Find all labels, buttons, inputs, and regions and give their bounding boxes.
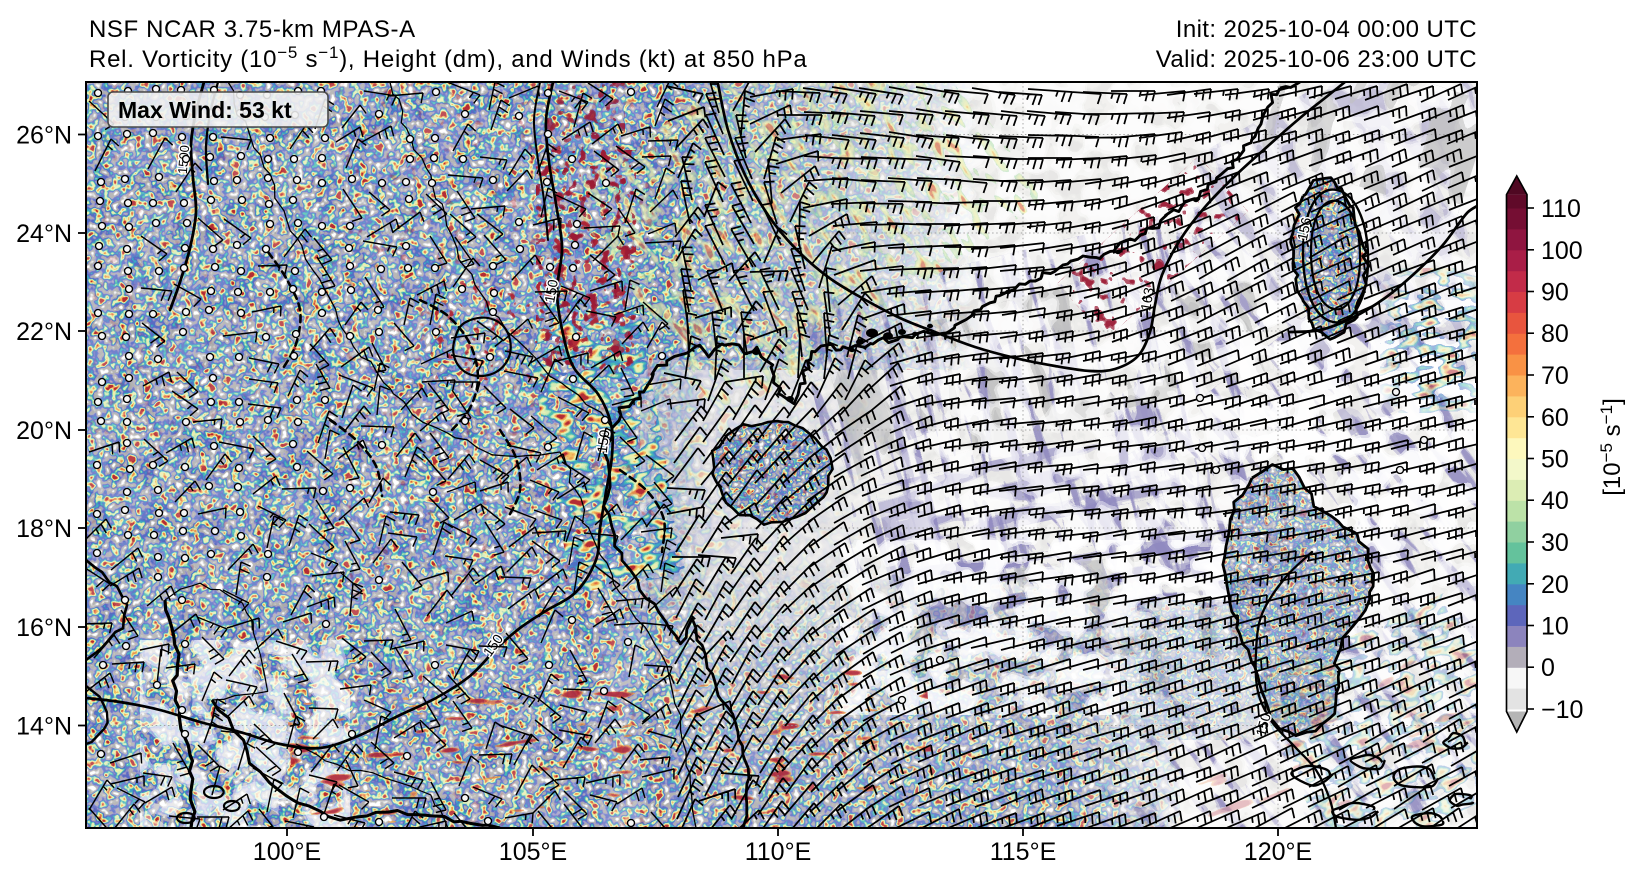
svg-text:50: 50 [1541, 446, 1569, 474]
svg-text:80: 80 [1541, 320, 1569, 348]
svg-text:16°N: 16°N [16, 614, 72, 642]
svg-text:20°N: 20°N [16, 417, 72, 445]
svg-text:120°E: 120°E [1244, 838, 1312, 866]
svg-text:110: 110 [1541, 195, 1581, 223]
svg-text:70: 70 [1541, 362, 1569, 390]
svg-text:NSF NCAR 3.75-km MPAS-A: NSF NCAR 3.75-km MPAS-A [89, 16, 416, 43]
svg-text:163: 163 [1137, 286, 1157, 312]
svg-text:90: 90 [1541, 279, 1569, 307]
svg-text:18°N: 18°N [16, 515, 72, 543]
svg-text:110°E: 110°E [745, 838, 812, 866]
svg-text:Rel. Vorticity (10−5 s−1), Hei: Rel. Vorticity (10−5 s−1), Height (dm), … [89, 43, 807, 73]
svg-text:14°N: 14°N [16, 713, 72, 741]
svg-text:10: 10 [1541, 613, 1569, 641]
svg-text:Valid: 2025-10-06 23:00 UTC: Valid: 2025-10-06 23:00 UTC [1156, 46, 1477, 73]
svg-text:24°N: 24°N [16, 220, 72, 248]
svg-text:Init: 2025-10-04 00:00 UTC: Init: 2025-10-04 00:00 UTC [1176, 16, 1477, 43]
svg-text:60: 60 [1541, 404, 1569, 432]
svg-text:22°N: 22°N [16, 318, 72, 346]
svg-text:0: 0 [1541, 654, 1555, 682]
svg-text:105°E: 105°E [499, 838, 567, 866]
svg-text:26°N: 26°N [16, 122, 72, 150]
svg-text:40: 40 [1541, 487, 1569, 515]
svg-text:30: 30 [1541, 529, 1569, 557]
svg-text:100: 100 [1541, 237, 1583, 265]
svg-text:20: 20 [1541, 571, 1569, 599]
svg-text:Max Wind: 53 kt: Max Wind: 53 kt [118, 97, 292, 123]
svg-text:−10: −10 [1541, 696, 1583, 724]
svg-text:115°E: 115°E [990, 838, 1057, 866]
svg-text:100°E: 100°E [253, 838, 321, 866]
